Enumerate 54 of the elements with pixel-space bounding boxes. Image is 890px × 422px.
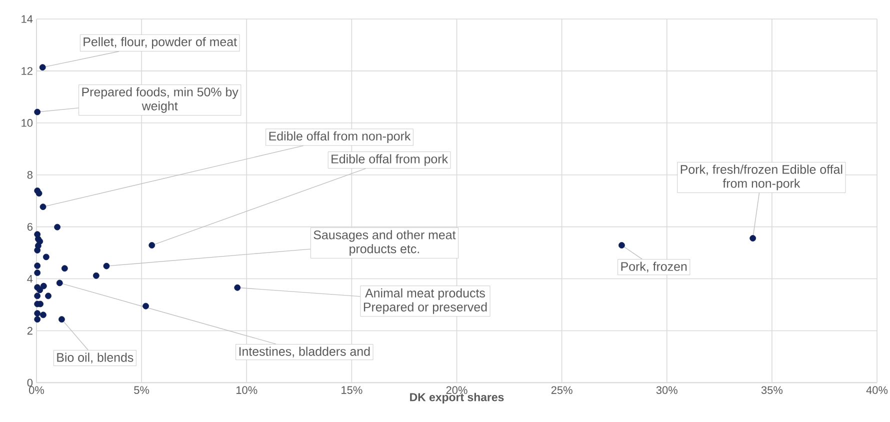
annotation: Pork, frozen [621, 262, 687, 272]
x-tick-label: 35% [761, 386, 783, 394]
x-tick-label: 25% [551, 386, 572, 394]
x-tick-label: 10% [236, 386, 258, 394]
point [45, 292, 52, 300]
point [148, 242, 156, 248]
annotation: Pork, fresh/frozen Edible offal from non-pork [680, 164, 842, 190]
y-tick-label: 8 [27, 171, 32, 179]
annotation: Intestines, bladders and [239, 346, 370, 358]
annotation: Sausages and other meat products etc. [314, 230, 456, 256]
point [42, 254, 50, 260]
y-tick-label: 12 [22, 67, 32, 75]
point [142, 302, 149, 310]
point [36, 190, 42, 197]
point [61, 265, 68, 272]
y-tick-label: 6 [27, 222, 32, 231]
point [56, 280, 63, 286]
point [234, 284, 241, 291]
y-tick-label: 0 [27, 378, 33, 387]
point [34, 270, 41, 276]
x-tick-label: 30% [656, 386, 678, 394]
point [36, 286, 44, 294]
annotation: Animal meat products Prepared or preserved [364, 288, 487, 314]
annotation: Pellet, flour, powder of meat [84, 37, 237, 49]
point [92, 272, 100, 279]
annotation: Edible offal from non-pork [269, 131, 411, 143]
y-tick-label: 14 [22, 15, 33, 23]
y-tick-label: 4 [27, 275, 33, 283]
point [34, 247, 41, 254]
point [618, 242, 625, 248]
point [34, 108, 41, 116]
point [40, 204, 46, 210]
annotation: Edible offal from pork [332, 154, 448, 166]
point [750, 235, 756, 242]
point [34, 310, 41, 317]
x-axis-title: DK export shares [410, 392, 504, 404]
x-tick-label: 40% [866, 386, 888, 394]
x-tick-label: 15% [342, 386, 362, 394]
point [34, 292, 41, 300]
x-tick-label: 0% [29, 386, 44, 394]
annotation: Prepared foods, min 50% by weight [82, 87, 238, 113]
point [54, 224, 61, 230]
point [34, 262, 41, 269]
point [39, 64, 46, 71]
point [58, 316, 65, 323]
x-tick-label: 5% [134, 386, 150, 394]
x-tick-label: 20% [446, 386, 468, 394]
annotation: Bio oil, blends [57, 352, 134, 364]
y-tick-label: 2 [27, 326, 32, 335]
point [103, 262, 110, 270]
point [40, 282, 47, 290]
point [40, 312, 46, 318]
y-tick-label: 10 [22, 119, 33, 127]
point [34, 316, 41, 323]
